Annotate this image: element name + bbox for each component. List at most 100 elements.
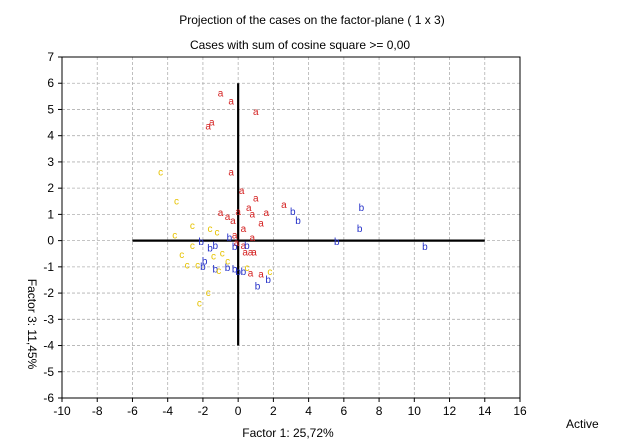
data-point-b: b bbox=[225, 263, 231, 274]
data-point-a: a bbox=[225, 212, 231, 223]
y-tick-label: 0 bbox=[47, 234, 54, 248]
data-point-c: c bbox=[267, 267, 272, 278]
data-point-b: b bbox=[255, 282, 261, 293]
data-point-b: b bbox=[290, 207, 296, 218]
x-tick-label: 0 bbox=[235, 404, 242, 418]
x-tick-label: -6 bbox=[127, 404, 138, 418]
data-point-c: c bbox=[244, 263, 249, 274]
x-tick-label: 12 bbox=[443, 404, 457, 418]
data-point-c: c bbox=[215, 228, 220, 239]
data-point-c: c bbox=[220, 249, 225, 260]
data-point-c: c bbox=[174, 196, 179, 207]
chart-title: Projection of the cases on the factor-pl… bbox=[179, 13, 444, 27]
data-point-c: c bbox=[190, 241, 195, 252]
x-tick-label: 14 bbox=[478, 404, 492, 418]
data-point-a: a bbox=[235, 207, 241, 218]
data-point-b: b bbox=[357, 224, 363, 235]
y-tick-label: -5 bbox=[43, 365, 54, 379]
legend-text: Active bbox=[566, 417, 599, 431]
data-point-a: a bbox=[248, 268, 254, 279]
data-point-c: c bbox=[158, 167, 163, 178]
y-tick-label: 3 bbox=[47, 155, 54, 169]
data-point-b: b bbox=[359, 203, 365, 214]
y-tick-label: 5 bbox=[47, 102, 54, 116]
y-tick-label: 4 bbox=[47, 129, 54, 143]
data-point-a: a bbox=[246, 203, 252, 214]
x-axis-label: Factor 1: 25,72% bbox=[242, 426, 334, 440]
data-point-a: a bbox=[264, 208, 270, 219]
y-tick-label: -3 bbox=[43, 312, 54, 326]
data-point-a: a bbox=[232, 230, 238, 241]
data-point-a: a bbox=[281, 200, 287, 211]
data-point-c: c bbox=[179, 250, 184, 261]
data-point-a: a bbox=[209, 118, 215, 129]
x-axis-ticks: -10 -8 -6 -4 -2 0 2 4 6 8 10 12 14 16 bbox=[53, 398, 527, 418]
x-tick-label: 10 bbox=[408, 404, 422, 418]
x-tick-label: -10 bbox=[53, 404, 71, 418]
x-tick-label: 4 bbox=[305, 404, 312, 418]
data-point-a: a bbox=[242, 247, 248, 258]
y-tick-label: 1 bbox=[47, 207, 54, 221]
y-axis-ticks: 7 6 5 4 3 2 1 0 -1 -2 -3 -4 -5 -6 bbox=[43, 50, 62, 405]
data-point-a: a bbox=[249, 209, 255, 220]
data-point-b: b bbox=[241, 267, 247, 278]
data-point-b: b bbox=[232, 264, 238, 275]
data-point-a: a bbox=[218, 89, 224, 100]
data-point-b: b bbox=[244, 241, 250, 252]
data-point-b: b bbox=[200, 262, 206, 273]
data-point-c: c bbox=[216, 266, 221, 277]
y-tick-label: 6 bbox=[47, 76, 54, 90]
x-tick-label: 2 bbox=[270, 404, 277, 418]
data-point-b: b bbox=[198, 237, 204, 248]
data-point-c: c bbox=[190, 221, 195, 232]
data-point-c: c bbox=[206, 288, 211, 299]
data-point-a: a bbox=[234, 238, 240, 249]
x-tick-label: -2 bbox=[198, 404, 209, 418]
data-point-b: b bbox=[235, 267, 241, 278]
data-point-c: c bbox=[195, 261, 200, 272]
data-point-a: a bbox=[205, 122, 211, 133]
data-point-a: a bbox=[241, 224, 247, 235]
data-point-a: a bbox=[258, 270, 264, 281]
data-point-b: b bbox=[202, 257, 208, 268]
data-point-a: a bbox=[228, 167, 234, 178]
data-point-a: a bbox=[248, 247, 254, 258]
data-point-a: a bbox=[249, 233, 255, 244]
data-point-a: a bbox=[241, 241, 247, 252]
data-point-a: a bbox=[218, 208, 224, 219]
y-tick-label: -6 bbox=[43, 391, 54, 405]
x-tick-label: 6 bbox=[341, 404, 348, 418]
data-point-b: b bbox=[422, 242, 428, 253]
y-tick-label: 2 bbox=[47, 181, 54, 195]
axis-cross bbox=[132, 83, 485, 346]
x-tick-label: 8 bbox=[376, 404, 383, 418]
data-point-b: b bbox=[212, 264, 218, 275]
data-point-a: a bbox=[253, 107, 259, 118]
data-point-b: b bbox=[265, 275, 271, 286]
plot-frame bbox=[61, 56, 521, 399]
data-point-c: c bbox=[185, 261, 190, 272]
data-point-b: b bbox=[227, 233, 233, 244]
data-point-b: b bbox=[207, 243, 213, 254]
y-tick-label: -2 bbox=[43, 286, 54, 300]
data-point-c: c bbox=[197, 299, 202, 310]
x-tick-label: -4 bbox=[162, 404, 173, 418]
y-tick-label: -1 bbox=[43, 260, 54, 274]
data-point-a: a bbox=[253, 194, 259, 205]
data-point-a: a bbox=[251, 247, 257, 258]
data-point-c: c bbox=[172, 230, 177, 241]
data-point-c: c bbox=[225, 257, 230, 268]
x-tick-label: 16 bbox=[513, 404, 527, 418]
data-point-a: a bbox=[258, 219, 264, 230]
data-point-b: b bbox=[295, 216, 301, 227]
data-point-b: b bbox=[232, 242, 238, 253]
data-point-c: c bbox=[207, 224, 212, 235]
x-tick-label: -8 bbox=[92, 404, 103, 418]
y-axis-label: Factor 3: 11,45% bbox=[25, 279, 39, 370]
data-point-b: b bbox=[334, 237, 340, 248]
chart-subtitle: Cases with sum of cosine square >= 0,00 bbox=[190, 38, 410, 52]
data-point-a: a bbox=[228, 97, 234, 108]
data-point-a: a bbox=[230, 216, 236, 227]
